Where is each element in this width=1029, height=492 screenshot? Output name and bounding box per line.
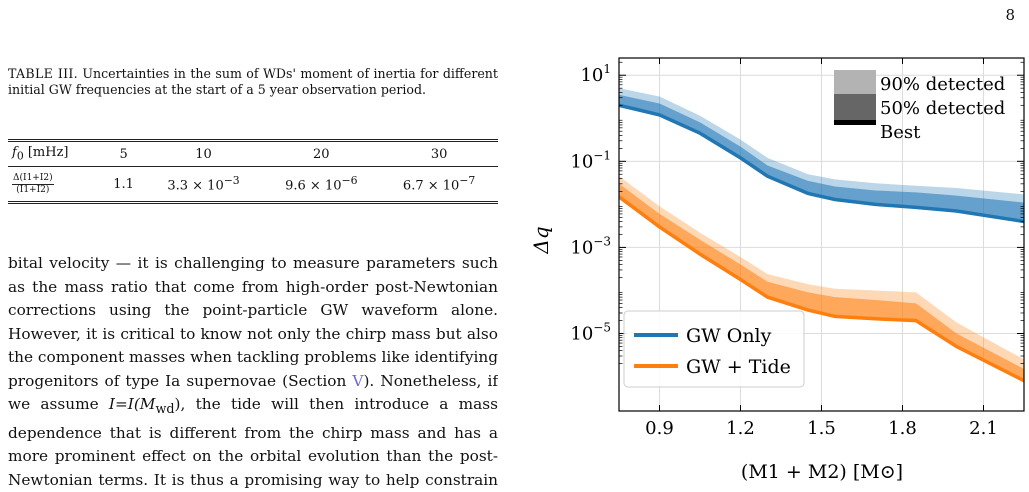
- y-tick-label: 10−5: [570, 321, 611, 345]
- page-number: 8: [1005, 6, 1015, 24]
- chart-ticks: 0.9 1.2 1.5 1.8 2.1 101 10−1 10−3 10−5: [570, 58, 1024, 439]
- body-paragraph: bital velocity — it is challenging to me…: [8, 254, 498, 489]
- table-label: TABLE III.: [8, 66, 78, 81]
- x-tick-label: 1.8: [888, 418, 917, 439]
- value-10: 3.3 × 10−3: [144, 166, 263, 204]
- frequency-5: 5: [102, 139, 145, 167]
- y-tick-label: 10−3: [570, 234, 611, 258]
- x-tick-label: 0.9: [645, 418, 674, 439]
- table-caption: TABLE III. Uncertainties in the sum of W…: [8, 66, 498, 98]
- x-tick-label: 2.1: [969, 418, 998, 439]
- y-axis-label: Δq: [530, 226, 553, 254]
- frequency-20: 20: [262, 139, 381, 167]
- frequency-30: 30: [380, 139, 498, 167]
- series-legend-label: GW Only: [686, 325, 772, 347]
- y-tick-label: 10−1: [570, 148, 611, 172]
- series-legend: GW Only GW + Tide: [623, 310, 805, 388]
- value-5: 1.1: [102, 166, 145, 204]
- x-tick-label: 1.2: [726, 418, 755, 439]
- y-tick-label: 101: [580, 62, 611, 86]
- value-20: 9.6 × 10−6: [262, 166, 381, 204]
- series-legend-label: GW + Tide: [686, 356, 791, 378]
- band-legend-label: 90% detected: [880, 74, 1005, 95]
- band-legend: 90% detected 50% detected Best: [834, 70, 1005, 143]
- inline-formula: I=I(M: [108, 395, 156, 413]
- band-legend-label: 50% detected: [880, 98, 1005, 119]
- x-tick-label: 1.5: [807, 418, 836, 439]
- value-30: 6.7 × 10−7: [380, 166, 498, 204]
- x-axis-label: (M1 + M2) [M⊙]: [741, 461, 903, 483]
- table-header-row: f0 [mHz] 5 10 20 30: [8, 139, 498, 167]
- band-legend-swatch: [834, 120, 876, 125]
- band-90-gwonly: [619, 88, 1024, 222]
- table-caption-block: TABLE III. Uncertainties in the sum of W…: [8, 66, 498, 98]
- best-line-gwonly: [619, 103, 1024, 224]
- section-link[interactable]: V: [352, 371, 364, 390]
- uncertainty-table: f0 [mHz] 5 10 20 30 Δ(I1+I2) (I1+I2) 1.1 …: [8, 139, 498, 204]
- moment-inertia-fraction: Δ(I1+I2) (I1+I2): [8, 166, 103, 204]
- best-line-gwtide: [619, 195, 1024, 383]
- table-row: Δ(I1+I2) (I1+I2) 1.1 3.3 × 10−3 9.6 × 10−…: [8, 166, 498, 204]
- chart-bands: [619, 88, 1024, 383]
- band-legend-swatch: [834, 94, 876, 120]
- table-caption-text: Uncertainties in the sum of WDs' moment …: [8, 66, 498, 97]
- band-legend-swatch: [834, 70, 876, 94]
- frequency-10: 10: [144, 139, 263, 167]
- band-group: [619, 88, 1024, 383]
- frequency-header: f0 [mHz]: [8, 139, 103, 167]
- band-legend-label: Best: [880, 122, 921, 143]
- delta-q-chart: 0.9 1.2 1.5 1.8 2.1 101 10−1 10−3 10−5 90% detec…: [530, 57, 1025, 483]
